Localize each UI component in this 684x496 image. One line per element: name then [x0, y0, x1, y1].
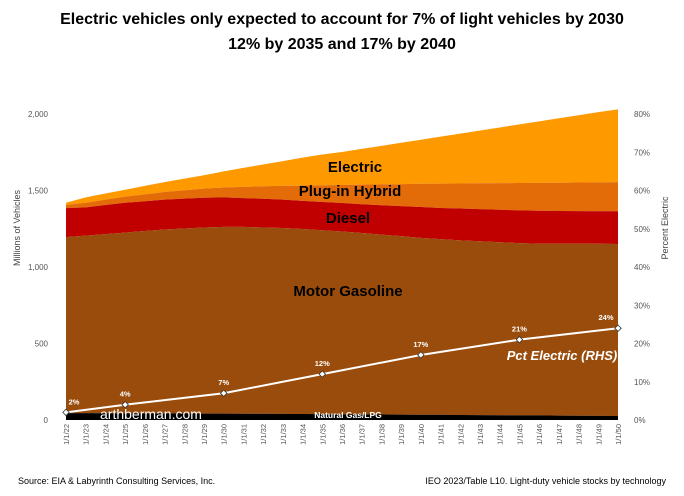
y2-tick-label: 30%	[634, 301, 650, 310]
y-tick-label: 2,000	[28, 110, 49, 119]
right-axis-ticks: 0% 10% 20% 30% 40% 50% 60% 70% 80%	[634, 110, 650, 425]
area-motor-gasoline	[66, 226, 618, 417]
area-diesel	[66, 197, 618, 245]
footer-table-ref: IEO 2023/Table L10. Light-duty vehicle s…	[425, 476, 666, 486]
x-tick-label: 1/1/34	[299, 424, 308, 445]
area-natural-gas-lpg	[66, 413, 618, 420]
y-tick-label: 1,000	[28, 263, 49, 272]
x-tick-label: 1/1/37	[358, 424, 367, 445]
pct-electric-point	[219, 389, 228, 397]
label-electric: Electric	[328, 159, 382, 176]
x-tick-label: 1/1/33	[279, 424, 288, 445]
x-axis-ticks: 1/1/22 1/1/23 1/1/24 1/1/25 1/1/26 1/1/27 1/1/…	[62, 424, 623, 445]
x-tick-label: 1/1/29	[200, 424, 209, 445]
y2-tick-label: 60%	[634, 187, 650, 196]
x-tick-label: 1/1/24	[101, 424, 110, 445]
left-axis-ticks: 0 500 1,000 1,500 2,000	[28, 110, 49, 425]
x-tick-label: 1/1/35	[318, 424, 327, 445]
x-tick-label: 1/1/47	[555, 424, 564, 445]
y2-tick-label: 70%	[634, 148, 650, 157]
y2-tick-label: 10%	[634, 378, 650, 387]
x-tick-label: 1/1/26	[141, 424, 150, 445]
x-tick-label: 1/1/49	[594, 424, 603, 445]
x-tick-label: 1/1/48	[575, 424, 584, 445]
x-tick-label: 1/1/43	[476, 424, 485, 445]
x-tick-label: 1/1/45	[515, 424, 524, 445]
x-tick-label: 1/1/30	[220, 424, 229, 445]
x-tick-label: 1/1/40	[417, 424, 426, 445]
y-axis-label: Millions of Vehicles	[12, 189, 22, 266]
y-tick-label: 500	[35, 340, 49, 349]
y2-tick-label: 20%	[634, 340, 650, 349]
label-diesel: Diesel	[326, 210, 370, 227]
label-natural-gas: Natural Gas/LPG	[314, 410, 382, 420]
x-tick-label: 1/1/39	[397, 424, 406, 445]
y2-tick-label: 80%	[634, 110, 650, 119]
x-tick-label: 1/1/32	[259, 424, 268, 445]
pct-electric-data-label: 7%	[218, 378, 229, 387]
y2-tick-label: 0%	[634, 416, 646, 425]
area-plug-in-hybrid	[66, 182, 618, 212]
pct-electric-line: 2% 4% 7% 12% 17% 21% 24%	[62, 313, 622, 417]
x-tick-label: 1/1/46	[535, 424, 544, 445]
area-electric	[66, 109, 618, 206]
x-tick-label: 1/1/42	[456, 424, 465, 445]
pct-electric-data-label: 2%	[69, 397, 80, 406]
x-tick-label: 1/1/44	[496, 424, 505, 445]
pct-electric-point	[515, 335, 524, 344]
y2-axis-label: Percent Electric	[660, 196, 670, 260]
stacked-areas	[66, 109, 618, 420]
label-plug-in-hybrid: Plug-in Hybrid	[299, 183, 402, 200]
x-tick-label: 1/1/41	[437, 424, 446, 445]
chart-title: Electric vehicles only expected to accou…	[60, 11, 624, 53]
x-tick-label: 1/1/28	[180, 424, 189, 445]
title-line-2: 12% by 2035 and 17% by 2040	[228, 36, 456, 53]
x-tick-label: 1/1/22	[62, 424, 71, 445]
y2-tick-label: 50%	[634, 225, 650, 234]
pct-electric-point	[121, 400, 129, 409]
footer-source: Source: EIA & Labyrinth Consulting Servi…	[18, 476, 215, 486]
pct-electric-point	[318, 370, 327, 378]
x-tick-label: 1/1/23	[82, 424, 91, 445]
pct-electric-data-label: 4%	[120, 390, 131, 399]
y-tick-label: 1,500	[28, 187, 49, 196]
x-tick-label: 1/1/50	[614, 424, 623, 445]
pct-electric-data-label: 12%	[315, 359, 330, 368]
x-tick-label: 1/1/36	[338, 424, 347, 445]
x-tick-label: 1/1/38	[377, 424, 386, 445]
pct-electric-point	[417, 351, 425, 359]
title-line-1: Electric vehicles only expected to accou…	[60, 11, 624, 28]
x-tick-label: 1/1/27	[161, 424, 170, 445]
pct-electric-point	[614, 324, 622, 332]
label-motor-gasoline: Motor Gasoline	[293, 283, 402, 300]
x-tick-label: 1/1/31	[239, 424, 248, 445]
x-tick-label: 1/1/25	[121, 424, 130, 445]
pct-electric-data-label: 24%	[598, 313, 613, 322]
pct-electric-point	[62, 408, 70, 417]
y2-tick-label: 40%	[634, 263, 650, 272]
label-pct-electric: Pct Electric (RHS)	[507, 348, 618, 363]
watermark: arthberman.com	[100, 406, 202, 422]
pct-electric-data-label: 21%	[512, 325, 527, 334]
y-tick-label: 0	[44, 416, 49, 425]
pct-electric-data-label: 17%	[413, 340, 428, 349]
